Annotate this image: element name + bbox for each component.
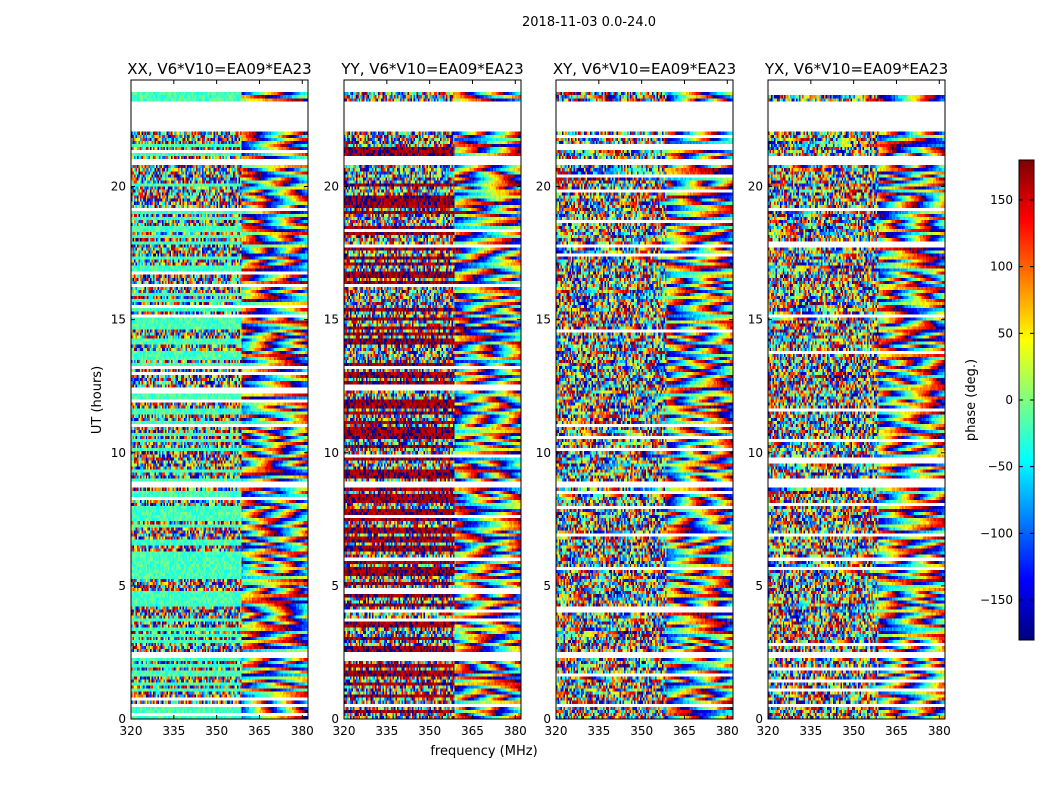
x-tick-label: 335 (799, 724, 822, 738)
y-axis-label: UT (hours) (90, 366, 105, 434)
x-tick-label: 335 (375, 724, 398, 738)
x-tick-label: 365 (673, 724, 696, 738)
y-tick-label: 20 (324, 180, 339, 194)
x-tick-label: 320 (757, 724, 780, 738)
x-axis-label: frequency (MHz) (430, 744, 537, 759)
panel-2: YY, V6*V10=EA09*EA23 320 335 350 365 380 0 5 10 1… (324, 60, 527, 738)
colorbar-tick-label: 50 (998, 326, 1013, 340)
y-tick-label: 15 (324, 313, 339, 327)
panel-frame (767, 79, 946, 720)
y-tick-label: 0 (543, 712, 551, 726)
panel-title: XX, V6*V10=EA09*EA23 (127, 60, 311, 78)
x-tick-label: 320 (333, 724, 356, 738)
y-tick-label: 10 (324, 446, 339, 460)
panel-frame (555, 79, 734, 720)
panel-title: YY, V6*V10=EA09*EA23 (340, 60, 523, 78)
x-tick-label: 380 (716, 724, 739, 738)
x-tick-label: 335 (587, 724, 610, 738)
colorbar-tick-label: −150 (980, 593, 1013, 607)
x-tick-label: 335 (162, 724, 185, 738)
figure-suptitle: 2018-11-03 0.0-24.0 (522, 15, 656, 30)
y-tick-label: 0 (755, 712, 763, 726)
x-tick-label: 365 (248, 724, 271, 738)
y-tick-label: 20 (536, 180, 551, 194)
y-tick-label: 5 (331, 579, 339, 593)
phase-heatmap (556, 80, 733, 719)
panel-title: XY, V6*V10=EA09*EA23 (553, 60, 736, 78)
y-tick-label: 15 (111, 313, 126, 327)
panel-4: YX, V6*V10=EA09*EA23 320 335 350 365 380 0 5 10 1… (748, 60, 951, 738)
panel-3: XY, V6*V10=EA09*EA23 320 335 350 365 380 0 5 10 1… (536, 60, 739, 738)
y-tick-label: 10 (748, 446, 763, 460)
colorbar-tick-label: 100 (990, 260, 1013, 274)
colorbar-tick-label: −100 (980, 526, 1013, 540)
phase-heatmap (344, 80, 521, 719)
y-tick-label: 5 (755, 579, 763, 593)
colorbar: 150 100 50 0 −50 −100 −150 phase (deg.) (964, 159, 1035, 641)
x-tick-label: 380 (504, 724, 527, 738)
y-tick-label: 10 (536, 446, 551, 460)
x-tick-label: 380 (928, 724, 951, 738)
y-tick-label: 20 (748, 180, 763, 194)
panels-group: XX, V6*V10=EA09*EA23 320 335 350 365 380 0 5 10 1… (111, 60, 951, 738)
colorbar-tick-label: −50 (988, 460, 1013, 474)
y-tick-label: 5 (543, 579, 551, 593)
colorbar-label: phase (deg.) (964, 359, 979, 441)
y-tick-label: 20 (111, 180, 126, 194)
y-tick-label: 0 (331, 712, 339, 726)
x-tick-label: 365 (461, 724, 484, 738)
y-tick-label: 10 (111, 446, 126, 460)
x-tick-label: 350 (205, 724, 228, 738)
y-tick-label: 15 (536, 313, 551, 327)
y-tick-label: 5 (118, 579, 126, 593)
y-tick-label: 0 (118, 712, 126, 726)
x-tick-label: 365 (885, 724, 908, 738)
x-tick-label: 380 (291, 724, 314, 738)
y-tick-label: 15 (748, 313, 763, 327)
panel-title: YX, V6*V10=EA09*EA23 (764, 60, 948, 78)
x-tick-label: 350 (842, 724, 865, 738)
x-tick-label: 320 (545, 724, 568, 738)
colorbar-tick-label: 150 (990, 193, 1013, 207)
x-tick-label: 350 (418, 724, 441, 738)
colorbar-tick-label: 0 (1005, 393, 1013, 407)
panel-1: XX, V6*V10=EA09*EA23 320 335 350 365 380 0 5 10 1… (111, 60, 314, 738)
phase-heatmap (768, 80, 945, 719)
phase-heatmap (131, 80, 308, 719)
x-tick-label: 320 (120, 724, 143, 738)
x-tick-label: 350 (630, 724, 653, 738)
panel-frame (343, 79, 522, 720)
panel-frame (130, 79, 309, 720)
